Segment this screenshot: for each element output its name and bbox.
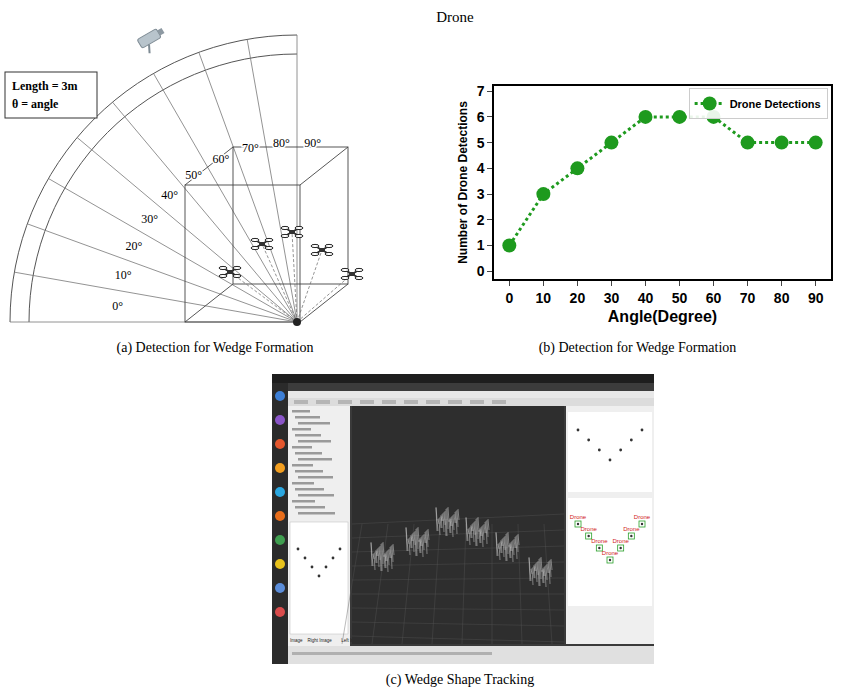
svg-text:50: 50 <box>672 290 688 306</box>
svg-text:20: 20 <box>570 290 586 306</box>
html-text:(a) Detection for Wedge Format: (a) Detection for Wedge Formation <box>116 340 314 355</box>
svg-text:Drone: Drone <box>591 538 608 544</box>
svg-text:0°: 0° <box>112 299 123 313</box>
svg-text:5: 5 <box>477 135 485 151</box>
svg-text:0: 0 <box>505 290 513 306</box>
svg-text:60: 60 <box>706 290 722 306</box>
svg-text:7: 7 <box>477 83 485 99</box>
svg-text:20°: 20° <box>125 239 142 253</box>
svg-text:Drone Detections: Drone Detections <box>730 98 821 110</box>
svg-text:3: 3 <box>477 186 485 202</box>
svg-text:Image: Image <box>290 638 303 643</box>
svg-text:10°: 10° <box>115 268 132 282</box>
svg-text:40°: 40° <box>161 188 178 202</box>
svg-text:40: 40 <box>638 290 654 306</box>
svg-text:2: 2 <box>477 212 485 228</box>
svg-text:80: 80 <box>774 290 790 306</box>
svg-text:θ = angle: θ = angle <box>12 97 59 111</box>
svg-text:Number of Drone Detections: Number of Drone Detections <box>456 101 470 264</box>
svg-text:0: 0 <box>477 263 485 279</box>
svg-text:4: 4 <box>477 160 485 176</box>
svg-text:Drone: Drone <box>612 538 629 544</box>
svg-text:90°: 90° <box>304 136 321 150</box>
svg-text:70: 70 <box>740 290 756 306</box>
svg-text:Length = 3m: Length = 3m <box>12 79 78 93</box>
svg-text:90: 90 <box>808 290 824 306</box>
svg-text:80°: 80° <box>273 136 290 150</box>
svg-text:30°: 30° <box>141 212 158 226</box>
svg-text:Angle(Degree): Angle(Degree) <box>608 308 717 325</box>
svg-text:Drone: Drone <box>634 514 651 520</box>
svg-text:50°: 50° <box>185 168 202 182</box>
svg-text:Right Image: Right Image <box>308 638 333 643</box>
svg-text:60°: 60° <box>213 152 230 166</box>
svg-text:Drone: Drone <box>602 550 619 556</box>
svg-text:6: 6 <box>477 109 485 125</box>
svg-text:1: 1 <box>477 237 485 253</box>
svg-text:30: 30 <box>604 290 620 306</box>
html-text:(b) Detection for Wedge Format: (b) Detection for Wedge Formation <box>538 340 737 355</box>
svg-text:Drone: Drone <box>436 9 474 25</box>
html-text:(c) Wedge Shape Tracking: (c) Wedge Shape Tracking <box>385 672 535 687</box>
svg-text:Drone: Drone <box>580 526 597 532</box>
svg-text:10: 10 <box>536 290 552 306</box>
svg-text:70°: 70° <box>242 141 259 155</box>
svg-text:Drone: Drone <box>623 526 640 532</box>
svg-text:Drone: Drone <box>570 514 587 520</box>
